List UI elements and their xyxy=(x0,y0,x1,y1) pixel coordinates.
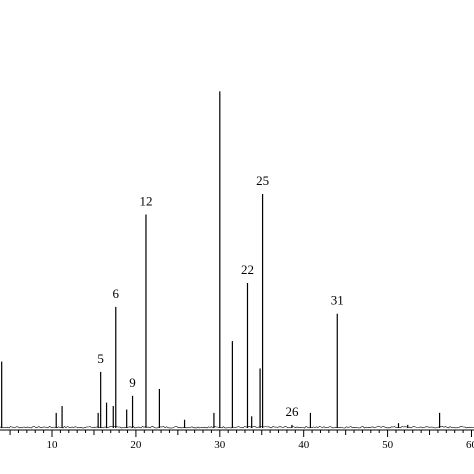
x-tick-label-10: 10 xyxy=(47,439,59,451)
x-tick-label-40: 40 xyxy=(298,439,310,451)
peak-label-5: 5 xyxy=(97,351,104,366)
peak-label-6: 6 xyxy=(113,286,120,301)
x-tick-label-60: 60 xyxy=(466,439,474,451)
x-tick-label-30: 30 xyxy=(214,439,226,451)
peak-label-12: 12 xyxy=(139,194,152,209)
baseline-trace xyxy=(0,426,474,429)
peak-label-31: 31 xyxy=(331,293,344,308)
peak-label-26: 26 xyxy=(285,404,299,419)
x-tick-label-50: 50 xyxy=(382,439,394,451)
x-tick-label-20: 20 xyxy=(130,439,142,451)
peak-label-22: 22 xyxy=(241,262,254,277)
peak-label-9: 9 xyxy=(129,375,136,390)
peak-label-25: 25 xyxy=(256,173,269,188)
